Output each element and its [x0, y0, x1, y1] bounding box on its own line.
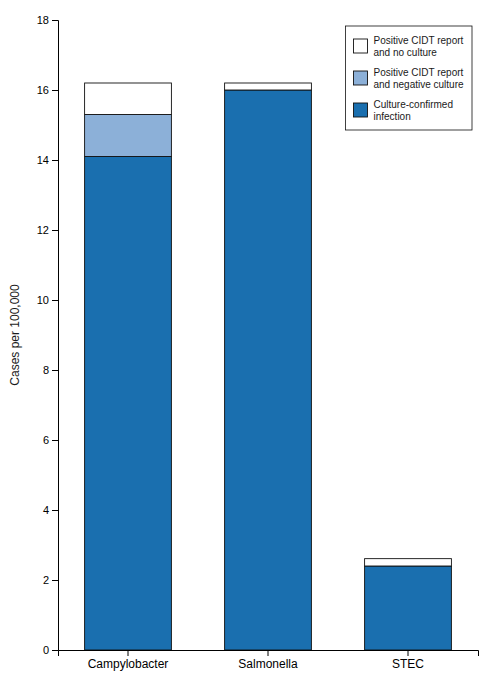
y-axis: 0 2 4 6 8 10 12 14 16 18 — [37, 14, 59, 656]
y-tick: 2 — [43, 574, 58, 586]
legend-label: Culture-confirmedinfection — [373, 99, 452, 122]
y-tick: 12 — [37, 224, 58, 236]
y-tick: 14 — [37, 154, 58, 166]
bar-segment — [225, 83, 312, 90]
series — [85, 90, 452, 650]
y-tick-mark — [52, 230, 58, 231]
legend-entry: Culture-confirmedinfection — [353, 99, 452, 122]
y-tick-mark — [52, 90, 58, 91]
y-tick-mark — [52, 370, 58, 371]
series — [85, 115, 172, 157]
y-tick: 0 — [43, 644, 58, 656]
y-tick-mark — [52, 20, 58, 21]
y-tick-mark — [52, 160, 58, 161]
y-axis-title: Cases per 100,000 — [8, 284, 22, 386]
y-tick-label: 12 — [37, 224, 49, 236]
x-tick: STEC — [392, 650, 424, 671]
legend-label: Positive CIDT reportand negative culture — [373, 67, 464, 90]
bar-segment — [365, 566, 452, 650]
bar-segment — [85, 115, 172, 157]
bar-segment — [225, 90, 312, 650]
x-tick: Campylobacter — [88, 650, 169, 671]
y-tick-mark — [52, 510, 58, 511]
legend-swatch — [353, 103, 367, 117]
legend-entry: Positive CIDT reportand negative culture — [353, 67, 464, 90]
x-tick-mark — [128, 650, 129, 656]
y-tick: 4 — [43, 504, 58, 516]
x-tick-mark — [408, 650, 409, 656]
x-tick-mark — [268, 650, 269, 656]
legend-entry: Positive CIDT reportand no culture — [353, 35, 463, 58]
y-tick-mark — [52, 650, 58, 651]
y-tick-mark — [52, 440, 58, 441]
y-tick-label: 16 — [37, 84, 49, 96]
y-tick-label: 6 — [43, 434, 49, 446]
y-tick: 10 — [37, 294, 58, 306]
x-tick-label: STEC — [392, 657, 424, 671]
y-tick: 8 — [43, 364, 58, 376]
x-axis-line — [59, 651, 479, 657]
y-axis-line — [52, 21, 59, 651]
bar-segment — [85, 157, 172, 651]
y-tick: 16 — [37, 84, 58, 96]
y-tick-label: 10 — [37, 294, 49, 306]
y-tick-label: 4 — [43, 504, 49, 516]
legend-frame — [345, 26, 472, 130]
chart: 0 2 4 6 8 10 12 14 16 18 Campylobacter Salmonella ST… — [0, 0, 494, 690]
y-tick-label: 0 — [43, 644, 49, 656]
legend-swatch — [353, 39, 367, 53]
y-tick: 6 — [43, 434, 58, 446]
x-tick-label: Campylobacter — [88, 657, 169, 671]
x-tick-label: Salmonella — [238, 657, 298, 671]
legend-label: Positive CIDT reportand no culture — [373, 35, 463, 58]
bars — [85, 83, 452, 650]
y-tick-mark — [52, 580, 58, 581]
y-tick-label: 2 — [43, 574, 49, 586]
y-tick-label: 8 — [43, 364, 49, 376]
legend-swatch — [353, 71, 367, 85]
x-axis: Campylobacter Salmonella STEC — [59, 650, 479, 671]
y-tick-label: 18 — [37, 14, 49, 26]
plot: 0 2 4 6 8 10 12 14 16 18 Campylobacter Salmonella ST… — [37, 14, 479, 671]
legend: Positive CIDT reportand no culture Positi… — [345, 26, 472, 130]
bar-segment — [85, 83, 172, 115]
y-tick-mark — [52, 300, 58, 301]
y-tick-label: 14 — [37, 154, 49, 166]
series — [85, 83, 452, 566]
y-tick: 18 — [37, 14, 58, 26]
bar-segment — [365, 559, 452, 566]
x-tick: Salmonella — [238, 650, 298, 671]
